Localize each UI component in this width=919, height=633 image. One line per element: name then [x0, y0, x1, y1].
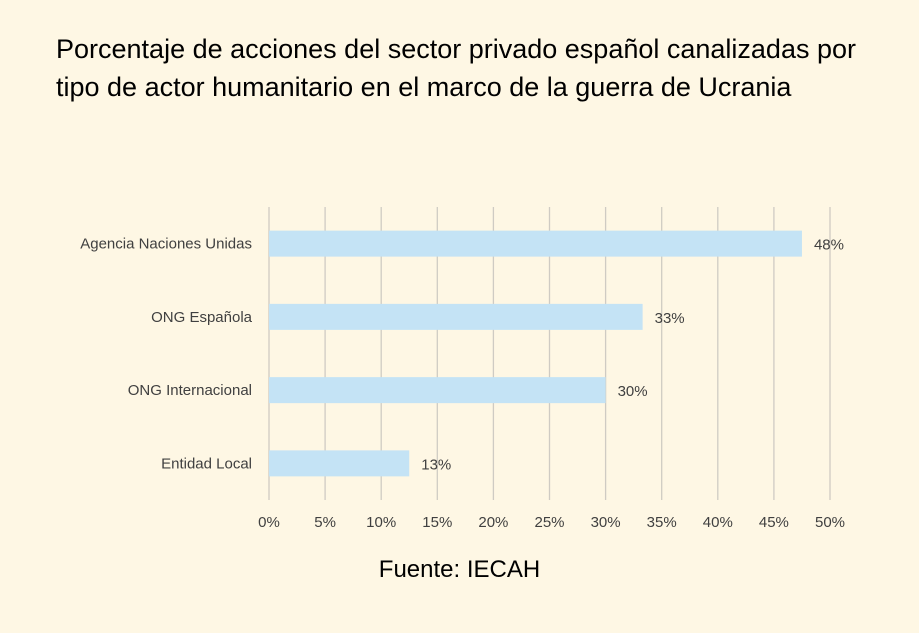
x-tick-label: 15% — [422, 514, 452, 531]
x-tick-label: 0% — [258, 514, 280, 531]
x-tick-label: 40% — [703, 514, 733, 531]
x-tick-label: 35% — [647, 514, 677, 531]
bar — [269, 230, 802, 257]
bar — [269, 450, 410, 477]
category-label: Agencia Naciones Unidas — [80, 236, 252, 253]
data-label: 13% — [421, 456, 451, 473]
data-label: 48% — [814, 237, 844, 254]
x-tick-label: 45% — [759, 514, 789, 531]
data-label: 33% — [655, 310, 685, 327]
x-tick-label: 5% — [314, 514, 336, 531]
bar — [269, 303, 643, 330]
chart-title: Porcentaje de acciones del sector privad… — [56, 34, 856, 102]
bars — [269, 230, 802, 477]
x-tick-label: 25% — [534, 514, 564, 531]
labels: 0% 5% 10% 15% 20% 25% 30% 35% 40% 45% 50% Agencia N… — [80, 236, 845, 531]
x-tick-label: 10% — [366, 514, 396, 531]
x-tick-label: 20% — [478, 514, 508, 531]
category-label: ONG Internacional — [128, 382, 252, 399]
category-label: Entidad Local — [161, 455, 252, 472]
chart-source: Fuente: IECAH — [378, 556, 541, 583]
data-label: 30% — [618, 383, 648, 400]
category-label: ONG Española — [151, 309, 253, 326]
bar — [269, 377, 606, 404]
x-tick-label: 50% — [815, 514, 845, 531]
x-tick-label: 30% — [591, 514, 621, 531]
